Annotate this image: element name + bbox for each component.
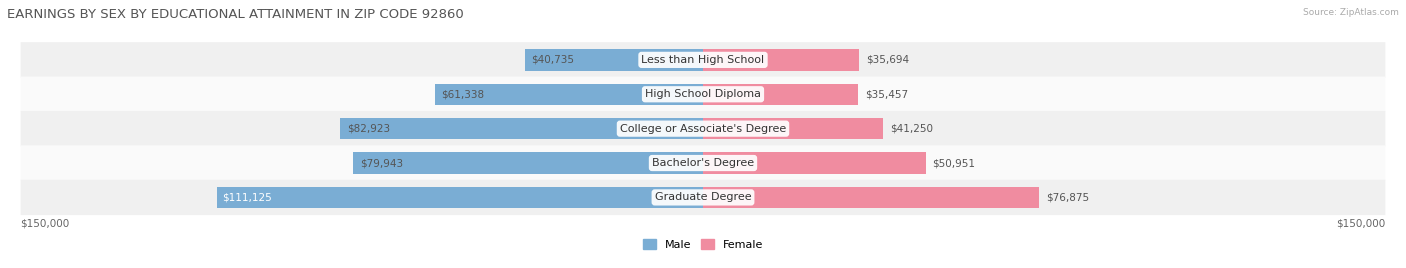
Bar	[217, 187, 703, 208]
Text: $111,125: $111,125	[222, 192, 271, 202]
Bar	[703, 118, 883, 139]
Text: $50,951: $50,951	[932, 158, 976, 168]
FancyBboxPatch shape	[21, 180, 1385, 215]
Bar	[703, 187, 1039, 208]
Bar	[353, 152, 703, 174]
Text: $82,923: $82,923	[347, 124, 389, 134]
Text: College or Associate's Degree: College or Associate's Degree	[620, 124, 786, 134]
FancyBboxPatch shape	[21, 77, 1385, 112]
Text: Bachelor's Degree: Bachelor's Degree	[652, 158, 754, 168]
Text: Source: ZipAtlas.com: Source: ZipAtlas.com	[1303, 8, 1399, 17]
Bar	[340, 118, 703, 139]
Legend: Male, Female: Male, Female	[638, 234, 768, 254]
FancyBboxPatch shape	[21, 111, 1385, 146]
Text: High School Diploma: High School Diploma	[645, 89, 761, 99]
Text: $150,000: $150,000	[21, 219, 70, 229]
Text: $79,943: $79,943	[360, 158, 404, 168]
Bar	[524, 49, 703, 70]
Bar	[434, 84, 703, 105]
Bar	[703, 152, 927, 174]
Text: $41,250: $41,250	[890, 124, 934, 134]
Text: $40,735: $40,735	[531, 55, 575, 65]
Bar	[703, 84, 858, 105]
Text: Graduate Degree: Graduate Degree	[655, 192, 751, 202]
Text: Less than High School: Less than High School	[641, 55, 765, 65]
Text: $35,694: $35,694	[866, 55, 908, 65]
Text: $76,875: $76,875	[1046, 192, 1090, 202]
Text: EARNINGS BY SEX BY EDUCATIONAL ATTAINMENT IN ZIP CODE 92860: EARNINGS BY SEX BY EDUCATIONAL ATTAINMEN…	[7, 8, 464, 21]
Bar	[703, 49, 859, 70]
Text: $35,457: $35,457	[865, 89, 908, 99]
Text: $150,000: $150,000	[1336, 219, 1385, 229]
FancyBboxPatch shape	[21, 42, 1385, 77]
Text: $61,338: $61,338	[441, 89, 485, 99]
FancyBboxPatch shape	[21, 145, 1385, 181]
